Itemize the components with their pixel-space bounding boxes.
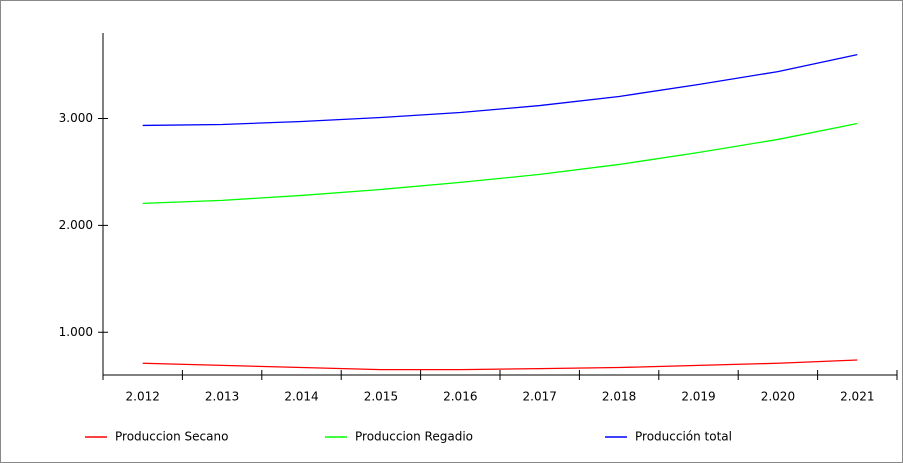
x-tick-label: 2.015 xyxy=(364,390,398,404)
x-tick-label: 2.020 xyxy=(761,390,795,404)
legend-label: Produccion Regadio xyxy=(355,430,473,444)
x-tick-label: 2.013 xyxy=(205,390,239,404)
series-line xyxy=(142,122,858,205)
y-tick-label: 2.000 xyxy=(59,218,93,232)
series-line xyxy=(142,359,858,371)
x-tick-label: 2.017 xyxy=(523,390,557,404)
legend-label: Producción total xyxy=(635,430,732,444)
x-tick-label: 2.018 xyxy=(602,390,636,404)
x-tick-label: 2.016 xyxy=(443,390,477,404)
y-tick-label: 3.000 xyxy=(59,111,93,125)
series-line xyxy=(142,53,858,127)
x-tick-label: 2.014 xyxy=(284,390,318,404)
x-tick-label: 2.021 xyxy=(840,390,874,404)
x-tick-label: 2.012 xyxy=(126,390,160,404)
legend-label: Produccion Secano xyxy=(115,430,228,444)
y-tick-label: 1.000 xyxy=(59,325,93,339)
x-tick-label: 2.019 xyxy=(681,390,715,404)
